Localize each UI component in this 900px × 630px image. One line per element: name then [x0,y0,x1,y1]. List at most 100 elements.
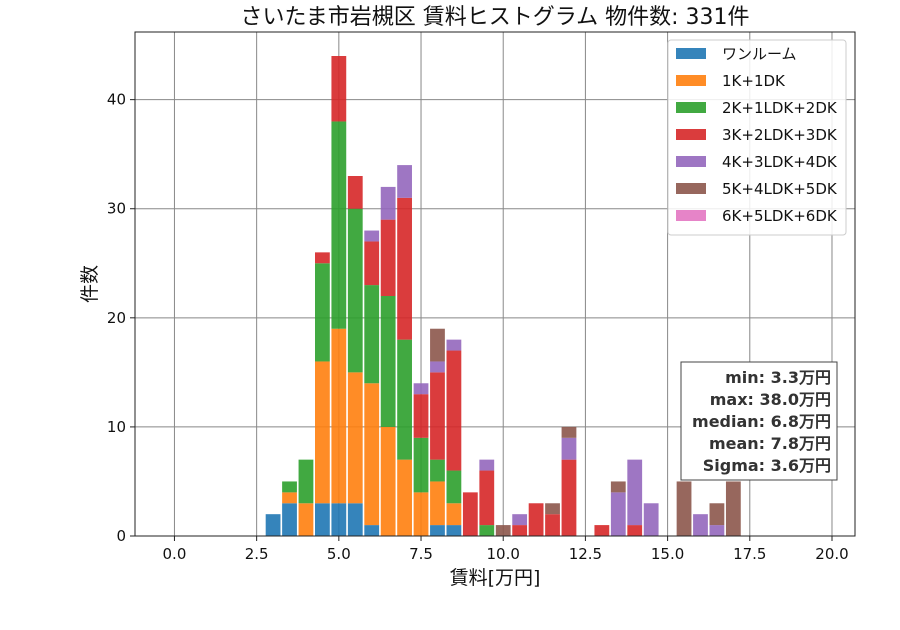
bar-segment [315,503,330,536]
legend-swatch [676,183,706,194]
bar-segment [594,525,610,536]
bar-segment [430,525,445,536]
x-tick-label: 5.0 [327,545,351,563]
bar-segment [331,328,347,504]
bar-segment [479,459,495,471]
x-axis-ticks: 0.0 2.5 5.0 7.5 10.0 12.5 15.0 17.5 20.0 [163,536,849,563]
bar-segment [265,514,281,536]
bar-segment [709,525,725,536]
bar-segment [561,459,577,536]
bar-segment [364,525,380,536]
bar-segment [545,503,560,515]
bar-segment [709,503,725,526]
bar-segment [446,350,462,471]
x-tick-label: 17.5 [733,545,766,563]
stats-line: median: 6.8万円 [692,412,831,431]
stats-box: min: 3.3万円 max: 38.0万円 median: 6.8万円 mean: … [680,361,838,481]
bar-segment [413,437,429,493]
bar-segment [627,459,643,526]
bar-segment [446,339,462,351]
legend-swatch [676,48,706,59]
bar-segment [495,525,511,536]
bar-segment [545,514,560,536]
stats-line: min: 3.3万円 [725,368,831,387]
bar-segment [627,525,643,536]
bar-segment [380,426,396,536]
stats-line: mean: 7.8万円 [709,434,831,453]
legend-frame [667,39,847,236]
bar-segment [364,230,380,242]
bar-segment [693,514,708,536]
bar-segment [315,263,330,362]
x-tick-label: 0.0 [163,545,187,563]
y-axis-ticks: 0 10 20 30 40 [107,91,135,545]
bar-segment [430,328,445,362]
bar-segment [315,252,330,264]
bar-segment [380,219,396,296]
legend-swatch [676,75,706,86]
plot-border [134,31,856,537]
bar-segment [643,503,659,536]
bar-segment [561,437,577,460]
bar-segment [298,459,314,504]
bar-segment [315,361,330,504]
bar-segment [282,481,297,493]
legend-label: ワンルーム [722,45,797,63]
bar-segment [528,503,544,536]
legend-label: 2K+1LDK+2DK [722,99,838,117]
stats-frame [680,361,838,481]
bar-segment [397,197,412,340]
legend-label: 4K+3LDK+4DK [722,153,838,171]
bar-segment [610,492,626,536]
bar-segment [364,285,380,384]
bar-segment [347,503,363,536]
bar-segment [479,525,495,536]
legend-label: 6K+5LDK+6DK [722,207,838,225]
x-tick-label: 20.0 [815,545,848,563]
bar-segment [331,503,347,536]
y-axis-label: 件数 [79,265,101,303]
bar-segment [430,459,445,482]
bar-segment [430,372,445,460]
bar-segment [331,121,347,329]
x-axis-label: 賃料[万円] [450,567,541,589]
bar-segment [512,514,528,526]
x-tick-label: 2.5 [245,545,269,563]
bar-segment [380,296,396,427]
bar-segment [462,492,478,536]
legend: ワンルーム 1K+1DK 2K+1LDK+2DK 3K+2LDK+3DK 4K+3LDK… [667,39,847,236]
bar-segment [512,525,528,536]
bar-segment [561,426,577,438]
bar-segment [397,165,412,198]
bar-segment [364,241,380,286]
bar-segment [347,208,363,373]
bar-segment [430,361,445,373]
bar-segment [282,492,297,504]
y-tick-label: 30 [107,200,126,218]
bar-segment [347,372,363,504]
legend-swatch [676,156,706,167]
bar-segment [397,459,412,536]
bar-segment [446,503,462,526]
legend-label: 1K+1DK [722,72,786,90]
legend-label: 5K+4LDK+5DK [722,180,838,198]
stats-line: Sigma: 3.6万円 [703,456,831,475]
x-tick-label: 12.5 [569,545,602,563]
legend-swatch [676,129,706,140]
bar-segment [364,383,380,526]
bar-segment [397,339,412,460]
bar-segment [298,503,314,536]
y-tick-label: 10 [107,418,126,436]
legend-label: 3K+2LDK+3DK [722,126,838,144]
bar-segment [446,525,462,536]
bar-segment [347,176,363,209]
bar-segment [430,481,445,526]
y-tick-label: 40 [107,91,126,109]
bar-segment [610,481,626,493]
legend-swatch [676,210,706,221]
bar-segment [413,383,429,395]
bar-segment [380,186,396,220]
y-tick-label: 20 [107,309,126,327]
y-tick-label: 0 [116,527,126,545]
